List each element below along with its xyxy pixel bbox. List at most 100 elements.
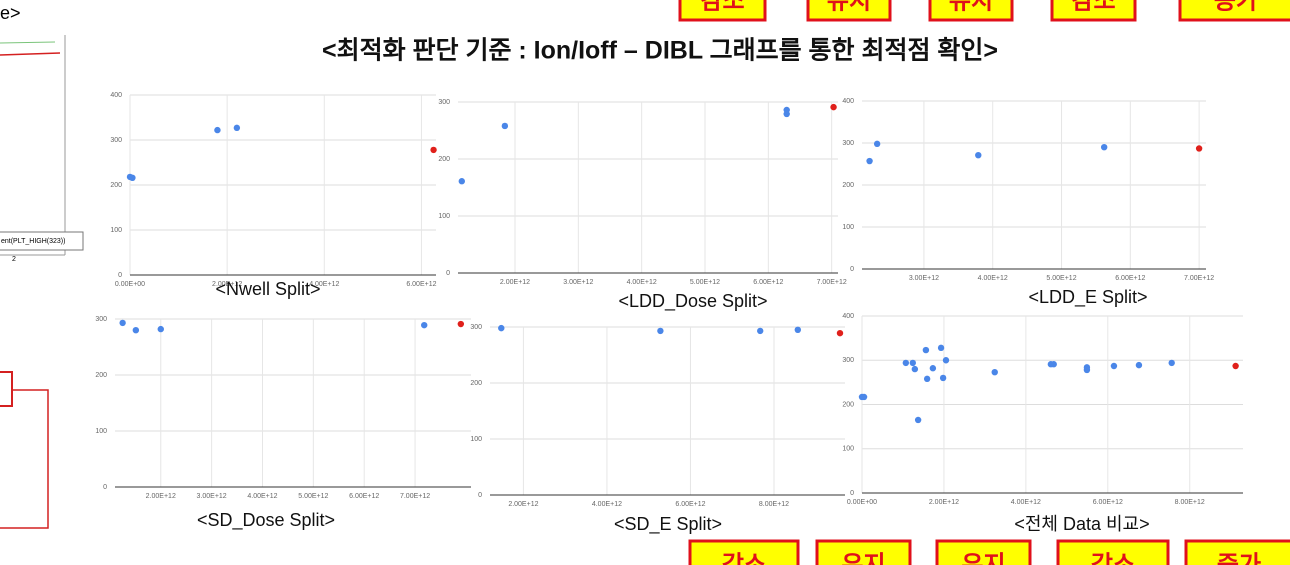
point [873, 140, 881, 148]
point [794, 326, 802, 333]
x-tick-label: 0.00E+00 [847, 499, 877, 506]
y-tick-label: 0 [478, 492, 482, 499]
badge-label: 유지 [949, 0, 993, 14]
slide-title: <최적화 판단 기준 : Ion/Ioff – DIBL 그래프를 통한 최적점… [322, 37, 998, 65]
y-tick-label: 300 [95, 316, 107, 323]
x-tick-label: 8.00E+12 [759, 501, 789, 508]
x-tick-label: 2.00E+12 [146, 493, 176, 500]
point [866, 157, 873, 165]
point [1050, 361, 1057, 368]
badge-label: 감소 [700, 0, 744, 14]
point [214, 126, 221, 134]
scatter-chart: 0 100 200 300 2.00E+12 4.00E+12 6.00E+12 8.00E+… [470, 324, 845, 535]
x-tick-label: 7.00E+12 [400, 493, 430, 500]
point [914, 416, 922, 424]
y-tick-label: 0 [446, 270, 450, 277]
x-tick-label: 3.00E+12 [563, 279, 593, 286]
x-tick-label: 5.00E+12 [690, 279, 720, 286]
point [1195, 145, 1203, 152]
scatter-chart: 0 100 200 300 400 0.00E+00 2.00E+12 4.00E+12 6.0… [842, 313, 1243, 534]
y-tick-label: 400 [842, 98, 854, 105]
x-tick-label: 3.00E+12 [909, 275, 939, 282]
point [1232, 362, 1239, 370]
scatter-chart: 0 100 200 300 400 3.00E+12 4.00E+12 5.00E+12 6.0… [842, 98, 1214, 308]
y-tick-label: 100 [95, 428, 107, 435]
chart-caption: <LDD_Dose Split> [618, 291, 767, 312]
y-tick-label: 200 [842, 401, 854, 408]
fragment-box [0, 389, 49, 529]
x-tick-label: 0.00E+00 [115, 281, 145, 288]
badge-label: 감소 [1091, 551, 1135, 565]
charts: 0 100 200 300 400 0.00E+00 2.00E+12 4.00E+12 6.0… [95, 92, 1243, 535]
point [233, 124, 241, 132]
x-tick-label: 2.00E+12 [929, 499, 959, 506]
point [1168, 359, 1175, 367]
x-tick-label: 7.00E+12 [817, 279, 847, 286]
y-tick-label: 0 [118, 272, 122, 279]
y-tick-label: 200 [470, 380, 482, 387]
point [457, 320, 465, 328]
fragment-text: e> [0, 3, 21, 23]
scatter-chart: 0 100 200 300 2.00E+12 3.00E+12 4.00E+12 5.00E+… [95, 316, 471, 531]
point [991, 368, 998, 376]
y-tick-label: 300 [470, 324, 482, 331]
point [911, 365, 919, 373]
x-tick-label: 6.00E+12 [1115, 275, 1145, 282]
y-tick-label: 100 [470, 436, 482, 443]
chart-caption: <전체 Data 비교> [1014, 514, 1149, 534]
x-tick-label: 2.00E+12 [508, 501, 538, 508]
point [939, 374, 947, 382]
x-tick-label: 4.00E+12 [978, 275, 1008, 282]
y-tick-label: 200 [95, 372, 107, 379]
x-tick-label: 5.00E+12 [1046, 275, 1076, 282]
point [1083, 366, 1091, 374]
fragment-line [0, 41, 56, 44]
point [923, 375, 931, 383]
x-tick-label: 3.00E+12 [197, 493, 227, 500]
point [783, 110, 790, 118]
y-tick-label: 200 [110, 182, 122, 189]
point [458, 178, 465, 185]
fragment-text: 2 [12, 256, 16, 263]
badge-label: 유지 [841, 551, 885, 565]
badge [678, 0, 767, 22]
chart-caption: <SD_E Split> [614, 514, 722, 535]
y-tick-label: 300 [438, 99, 450, 106]
badge-label: 유지 [961, 551, 1005, 565]
y-tick-label: 0 [850, 266, 854, 273]
x-tick-label: 6.00E+12 [675, 501, 705, 508]
point [975, 151, 982, 159]
point [922, 346, 930, 354]
chart-caption: <LDD_E Split> [1028, 287, 1147, 308]
point [929, 365, 937, 372]
badge [1056, 539, 1170, 565]
point [830, 103, 837, 111]
x-tick-label: 8.00E+12 [1175, 499, 1205, 506]
point [937, 344, 945, 352]
y-tick-label: 200 [438, 156, 450, 163]
point [132, 327, 140, 334]
badge [806, 0, 892, 22]
y-tick-label: 100 [110, 227, 122, 234]
x-tick-label: 4.00E+12 [592, 501, 622, 508]
point [836, 329, 844, 337]
y-tick-label: 300 [842, 140, 854, 147]
x-tick-label: 4.00E+12 [309, 281, 339, 288]
point [1110, 362, 1118, 370]
badge-label: 증가 [1217, 551, 1261, 565]
x-tick-label: 6.00E+12 [753, 279, 783, 286]
point [1135, 361, 1143, 369]
y-tick-label: 100 [438, 213, 450, 220]
chart-caption: <Nwell Split> [215, 279, 320, 299]
x-tick-label: 2.00E+12 [212, 281, 242, 288]
x-tick-label: 7.00E+12 [1184, 275, 1214, 282]
point [421, 321, 428, 329]
x-tick-label: 6.00E+12 [1093, 499, 1123, 506]
y-tick-label: 0 [103, 484, 107, 491]
y-tick-label: 200 [842, 182, 854, 189]
point [498, 324, 505, 332]
x-tick-label: 5.00E+12 [298, 493, 328, 500]
point [501, 122, 509, 130]
